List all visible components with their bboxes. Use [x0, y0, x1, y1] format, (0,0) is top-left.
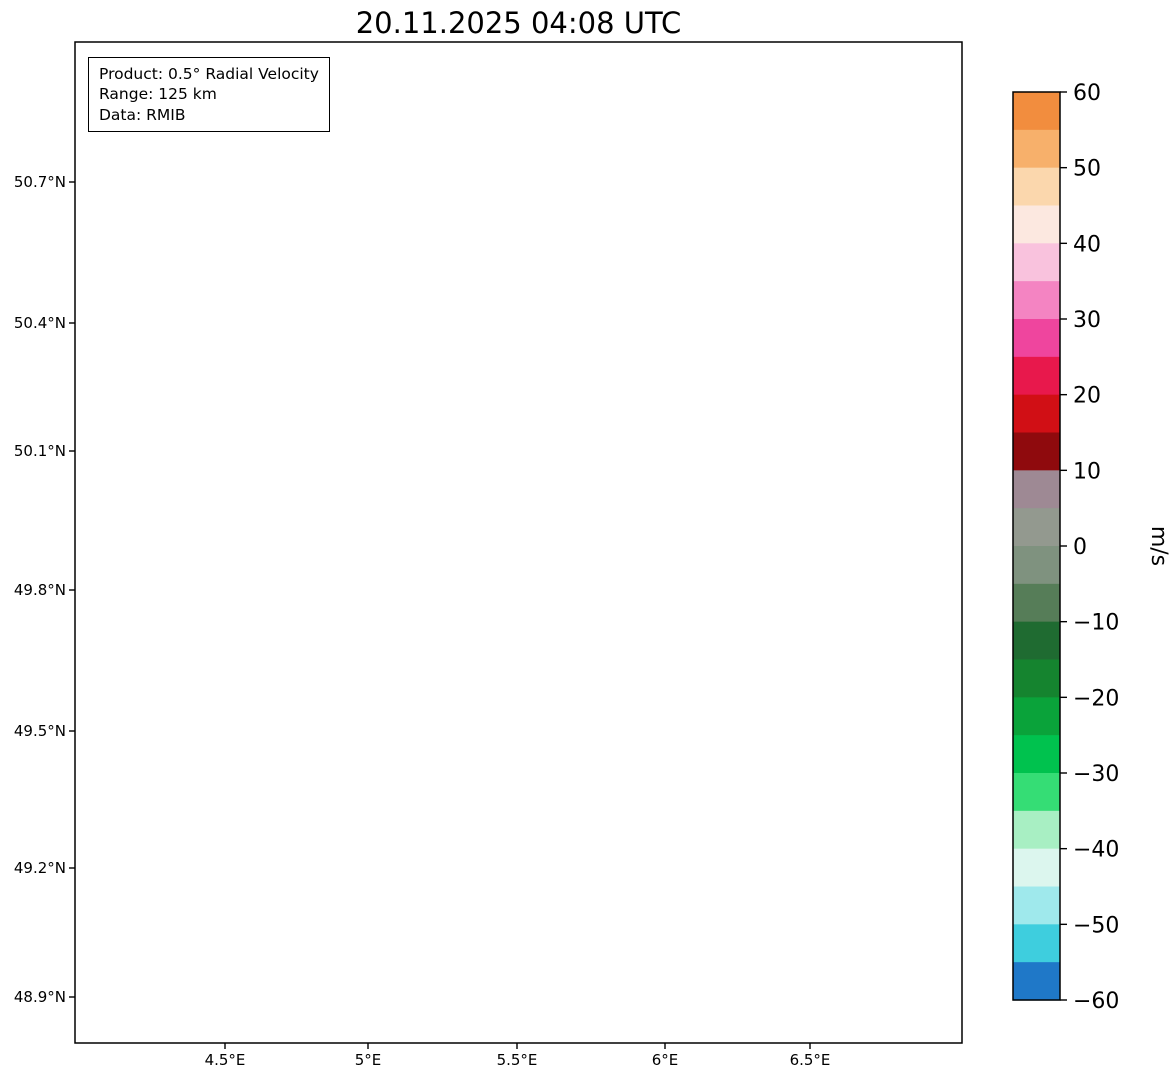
svg-text:6.5°E: 6.5°E — [790, 1051, 831, 1069]
info-source: Data: RMIB — [99, 105, 186, 124]
svg-text:10: 10 — [1073, 459, 1101, 484]
svg-text:49.5°N: 49.5°N — [14, 722, 66, 740]
axis-tick-labels: 50.7°N 50.4°N 50.1°N 49.8°N 49.5°N 49.2°N 48.9… — [14, 173, 831, 1069]
plot-title: 20.11.2025 04:08 UTC — [355, 6, 682, 40]
svg-text:20: 20 — [1073, 384, 1101, 409]
svg-text:50.4°N: 50.4°N — [14, 314, 66, 332]
svg-text:50.1°N: 50.1°N — [14, 442, 66, 460]
svg-text:−30: −30 — [1073, 762, 1119, 787]
grid-lines — [75, 42, 962, 1043]
country-borders — [75, 42, 962, 880]
svg-text:4.5°E: 4.5°E — [205, 1051, 246, 1069]
info-range: Range: 125 km — [99, 85, 217, 104]
info-product: Product: 0.5° Radial Velocity — [99, 65, 319, 83]
svg-text:5.5°E: 5.5°E — [497, 1051, 538, 1069]
svg-text:50.7°N: 50.7°N — [14, 173, 66, 191]
svg-text:40: 40 — [1073, 232, 1101, 257]
info-box: Product: 0.5° Radial Velocity Range: 125… — [88, 57, 330, 133]
svg-text:−50: −50 — [1073, 913, 1119, 938]
svg-text:30: 30 — [1073, 308, 1101, 333]
svg-text:50: 50 — [1073, 157, 1101, 182]
plot-frame — [74, 41, 963, 1044]
svg-text:49.8°N: 49.8°N — [14, 581, 66, 599]
svg-text:6°E: 6°E — [652, 1051, 679, 1069]
svg-text:0: 0 — [1073, 535, 1087, 560]
colorbar-unit-label: m/s — [1146, 526, 1171, 566]
radar-echoes — [58, 64, 870, 955]
svg-text:60: 60 — [1073, 81, 1101, 106]
svg-text:5°E: 5°E — [355, 1051, 382, 1069]
svg-text:48.9°N: 48.9°N — [14, 988, 66, 1006]
colorbar: 60 50 40 30 20 10 0 −10 −20 −30 −40 −50 −60 — [1012, 81, 1119, 1014]
svg-text:49.2°N: 49.2°N — [14, 859, 66, 877]
range-ring — [21, 46, 1015, 1040]
svg-text:−10: −10 — [1073, 611, 1119, 636]
svg-text:−60: −60 — [1073, 989, 1119, 1014]
svg-text:−40: −40 — [1073, 838, 1119, 863]
svg-text:−20: −20 — [1073, 686, 1119, 711]
